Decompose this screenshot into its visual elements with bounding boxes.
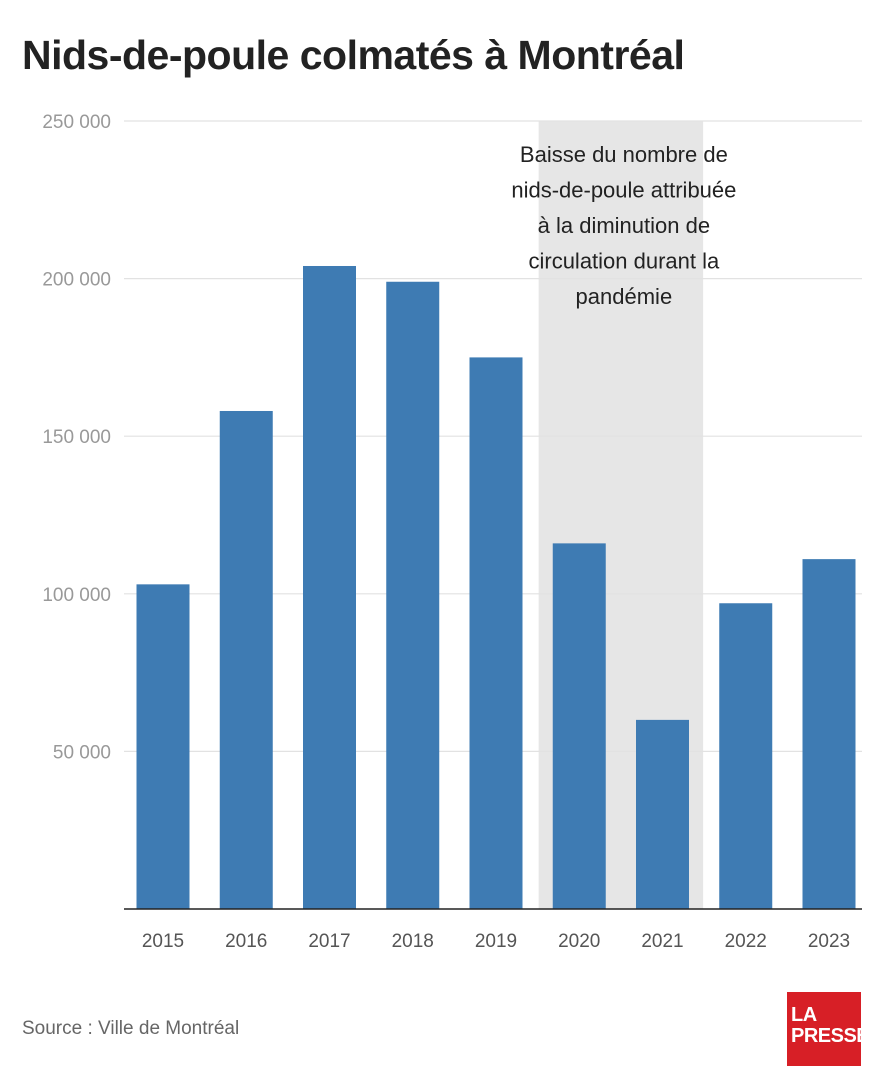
y-tick-label: 200 000 xyxy=(42,270,111,291)
annotation-line: circulation durant la xyxy=(528,249,720,274)
bar-2021 xyxy=(636,719,689,909)
bar-2015 xyxy=(136,584,190,909)
bar-2017 xyxy=(303,265,356,909)
annotation-line: nids-de-poule attribuée xyxy=(511,178,736,203)
logo-line-1: LA xyxy=(791,1004,817,1026)
x-tick-label: 2019 xyxy=(475,931,517,952)
y-tick-label: 100 000 xyxy=(42,585,111,606)
x-tick-label: 2018 xyxy=(392,931,434,952)
annotation-line: Baisse du nombre de xyxy=(520,142,728,167)
bar-2016 xyxy=(219,410,273,909)
y-tick-label: 150 000 xyxy=(42,427,111,448)
bar-2018 xyxy=(386,281,440,909)
y-tick-label: 50 000 xyxy=(53,742,111,763)
x-tick-label: 2021 xyxy=(641,931,683,952)
annotation-line: pandémie xyxy=(576,284,673,309)
chart-title: Nids-de-poule colmatés à Montréal xyxy=(22,32,685,78)
annotation-line: à la diminution de xyxy=(538,213,710,238)
x-tick-label: 2020 xyxy=(558,931,600,952)
bar-2019 xyxy=(469,357,523,909)
source-note: Source : Ville de Montréal xyxy=(22,1018,240,1039)
bar-2023 xyxy=(802,559,856,909)
x-tick-label: 2015 xyxy=(142,931,184,952)
y-tick-label: 250 000 xyxy=(42,112,111,133)
bar-2022 xyxy=(719,603,773,909)
x-tick-label: 2022 xyxy=(725,931,767,952)
la-presse-logo: LA PRESSE xyxy=(787,992,870,1066)
logo-line-2: PRESSE xyxy=(791,1025,870,1047)
x-tick-label: 2017 xyxy=(308,931,350,952)
x-tick-label: 2023 xyxy=(808,931,850,952)
x-tick-label: 2016 xyxy=(225,931,267,952)
bar-2020 xyxy=(552,543,606,909)
